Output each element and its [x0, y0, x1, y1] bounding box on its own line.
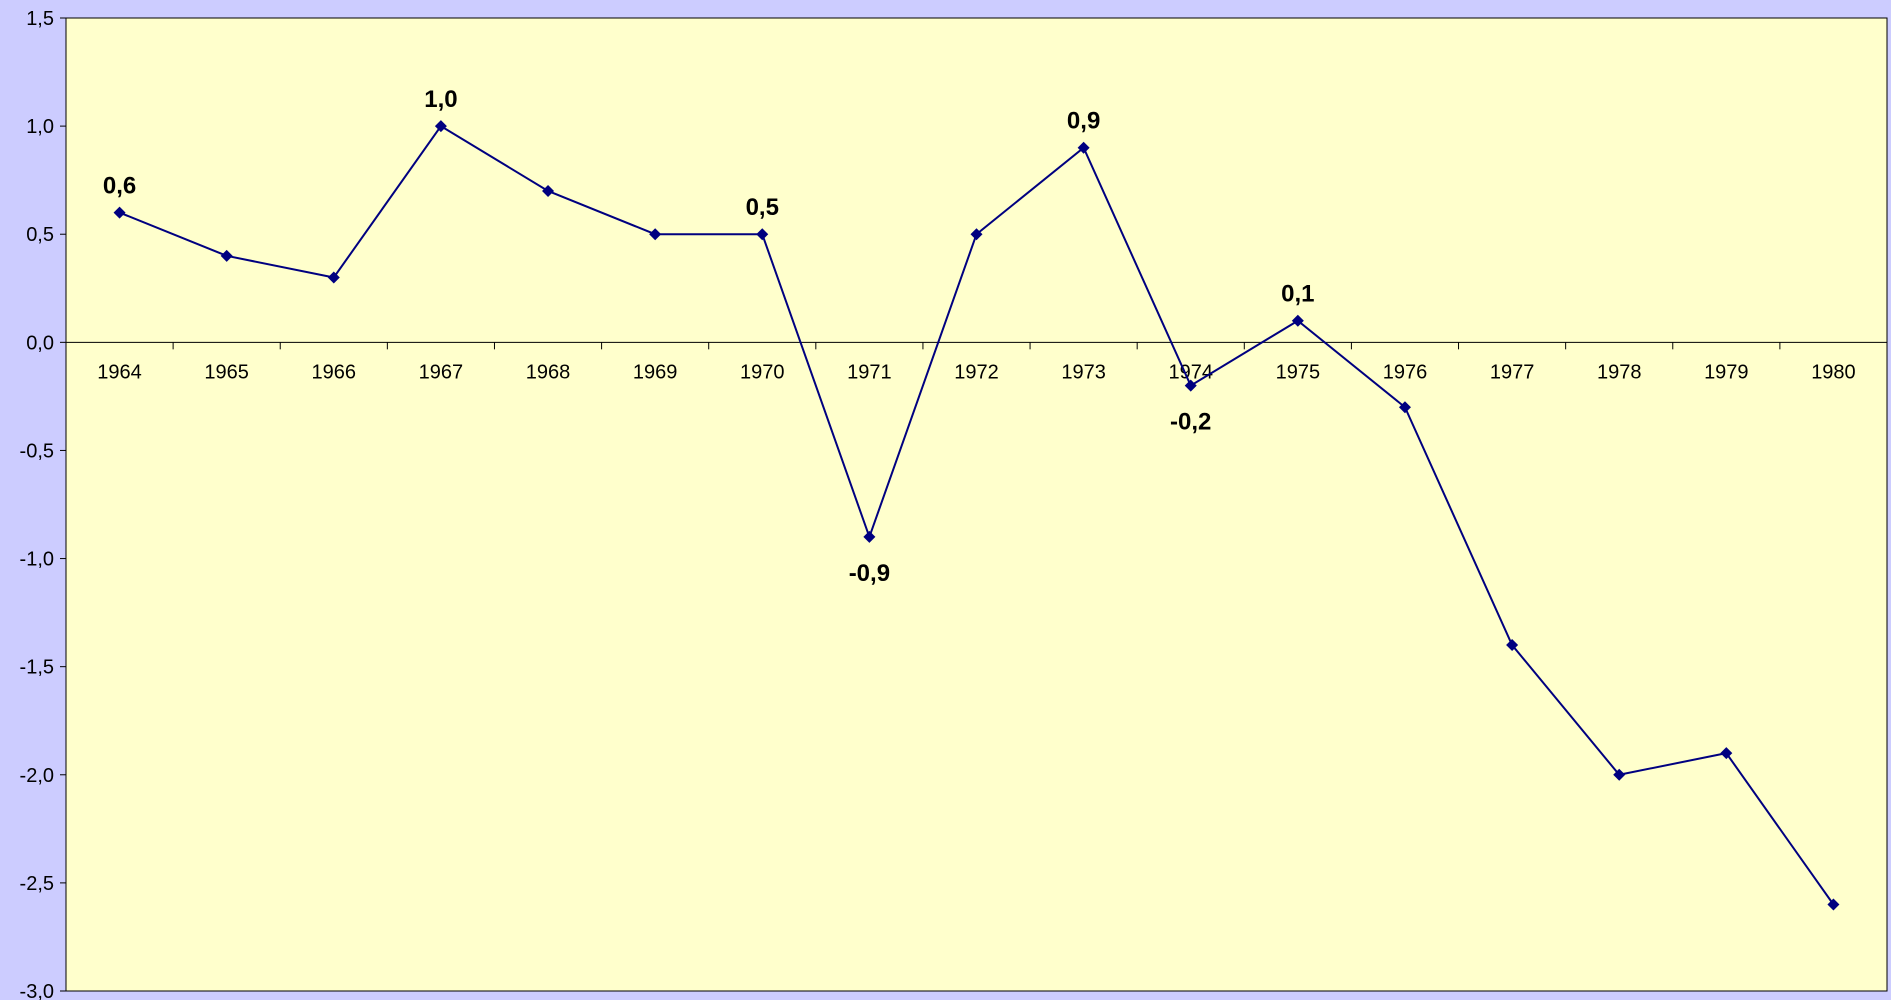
data-label: 0,6 [103, 173, 136, 200]
data-label: -0,2 [1170, 409, 1211, 436]
x-tick-label: 1968 [526, 361, 571, 383]
y-tick-label: 0,0 [26, 332, 54, 354]
data-point-marker [1613, 768, 1626, 781]
data-labels-group: 0,6 1,0 0,5 -0,9 0,9 -0,2 0,1 [103, 86, 1315, 587]
y-tick-label: -2,5 [20, 873, 54, 895]
data-point-marker [1291, 314, 1304, 327]
y-tick-label: 1,0 [26, 116, 54, 138]
data-label: 0,5 [746, 194, 779, 221]
y-tick-label: -1,0 [20, 549, 54, 571]
data-point-marker [434, 120, 447, 133]
x-tick-label: 1977 [1490, 361, 1535, 383]
x-tick-label: 1966 [312, 361, 357, 383]
x-tick-label: 1972 [954, 361, 999, 383]
x-tick-label: 1980 [1811, 361, 1856, 383]
x-tick-label: 1975 [1276, 361, 1321, 383]
x-tick-label: 1970 [740, 361, 785, 383]
x-tick-label: 1969 [633, 361, 678, 383]
data-point-marker [327, 271, 340, 284]
x-tick-label: 1965 [204, 361, 249, 383]
data-point-marker [649, 228, 662, 241]
x-tick-label: 1973 [1061, 361, 1106, 383]
y-tick-label: -3,0 [20, 981, 54, 1000]
data-label: -0,9 [849, 560, 890, 587]
plot-area [65, 17, 1888, 992]
data-point-marker [1398, 401, 1411, 414]
data-point-marker [1506, 639, 1519, 652]
series-group [113, 120, 1840, 911]
data-point-marker [1827, 898, 1840, 911]
x-tick-label: 1978 [1597, 361, 1642, 383]
y-tick-label: -2,0 [20, 765, 54, 787]
x-tick-label: 1971 [847, 361, 892, 383]
data-label: 0,1 [1281, 281, 1314, 308]
data-point-marker [220, 249, 233, 262]
data-point-marker [1720, 747, 1733, 760]
x-tick-label: 1964 [97, 361, 142, 383]
data-point-marker [542, 184, 555, 197]
data-point-marker [970, 228, 983, 241]
y-tick-label: 0,5 [26, 224, 54, 246]
data-point-marker [113, 206, 126, 219]
y-axis: 1,5 1,0 0,5 0,0 -0,5 -1,0 -1,5 -2,0 -2,5 -3,0 [20, 8, 67, 1000]
data-label: 1,0 [424, 86, 457, 113]
y-tick-label: -1,5 [20, 657, 54, 679]
data-point-marker [756, 228, 769, 241]
x-axis: 1964 1965 1966 1967 1968 1969 1970 1971 1972 1973… [65, 341, 1888, 383]
data-label: 0,9 [1067, 108, 1100, 135]
y-tick-label: 1,5 [26, 8, 54, 30]
x-tick-label: 1976 [1383, 361, 1428, 383]
x-tick-label: 1979 [1704, 361, 1749, 383]
x-tick-label: 1967 [419, 361, 464, 383]
data-point-marker [863, 530, 876, 543]
data-point-marker [1077, 141, 1090, 154]
data-point-marker [1184, 379, 1197, 392]
y-tick-label: -0,5 [20, 440, 54, 462]
